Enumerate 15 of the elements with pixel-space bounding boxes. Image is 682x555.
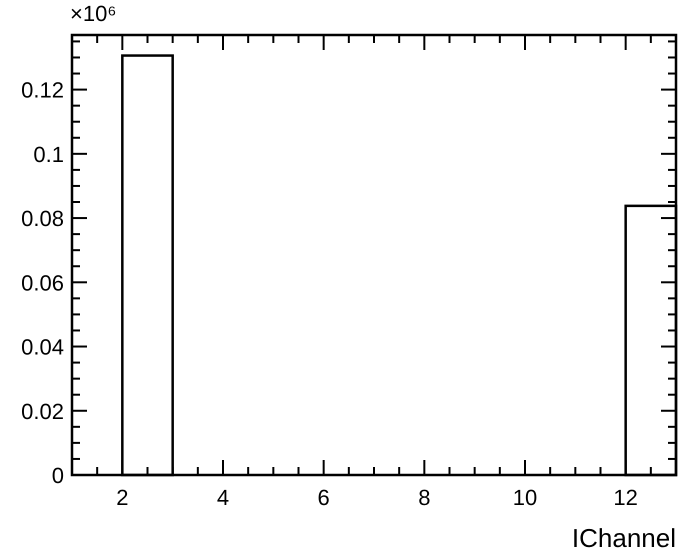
- x-tick-label: 6: [318, 485, 330, 510]
- text: ×10⁶: [70, 1, 116, 26]
- y-tick-label: 0.04: [21, 334, 64, 360]
- x-tick-label: 10: [512, 485, 538, 510]
- y-tick-label: 0.08: [21, 206, 64, 232]
- y-tick-label: 0.06: [21, 270, 64, 296]
- y-tick-label: 0: [52, 463, 64, 488]
- y-tick-label: 0.02: [21, 398, 64, 424]
- y-tick-label: 0.1: [33, 142, 64, 167]
- x-tick-label: 8: [418, 485, 430, 510]
- x-tick-label: 2: [116, 485, 128, 510]
- x-axis-title: IChannel: [572, 523, 676, 553]
- y-tick-label: 0.12: [21, 78, 64, 103]
- x-tick-label: 12: [613, 485, 638, 510]
- x-tick-label: 4: [216, 485, 230, 510]
